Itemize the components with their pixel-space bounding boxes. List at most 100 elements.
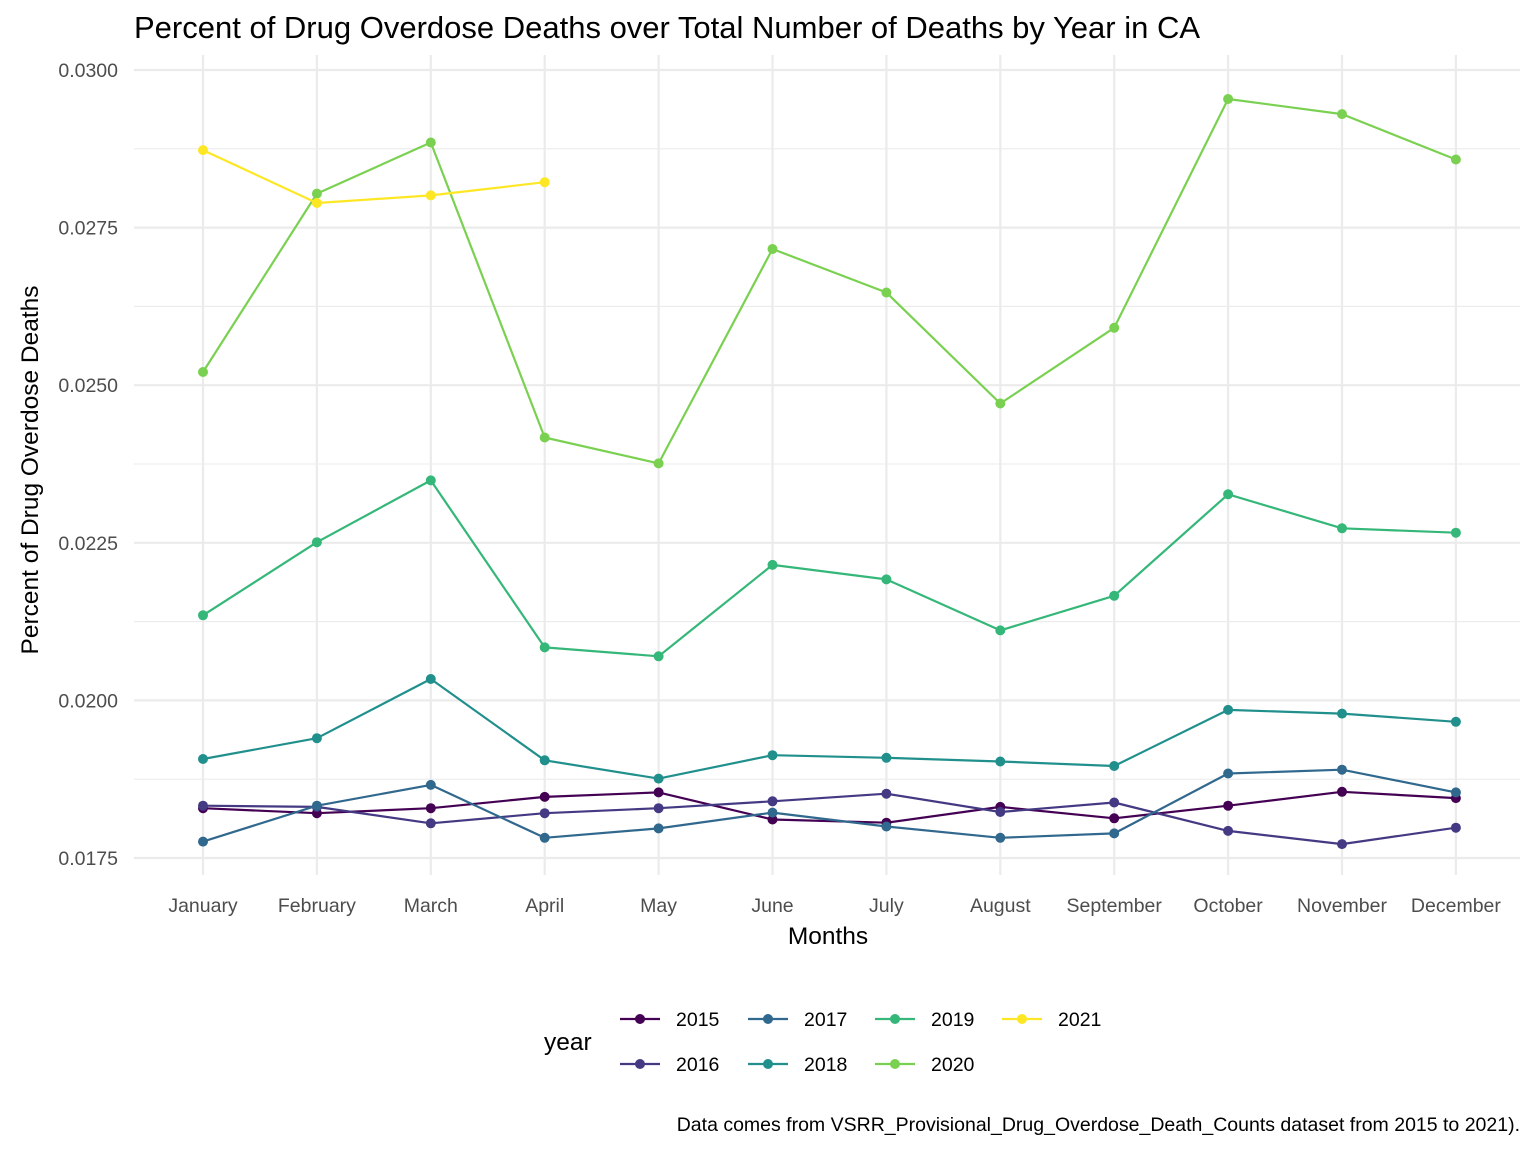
- series-line-2018: [202, 677, 1456, 780]
- legend-item-2015: 2015: [620, 1009, 720, 1031]
- data-point: [539, 755, 550, 766]
- data-point: [425, 674, 436, 684]
- data-point: [1109, 813, 1120, 824]
- legend-key-point: [1017, 1014, 1027, 1024]
- legend-label: 2015: [676, 1009, 720, 1031]
- data-point: [1450, 716, 1461, 727]
- data-point: [539, 177, 550, 188]
- data-point: [995, 832, 1006, 843]
- chart-title: Percent of Drug Overdose Deaths over Tot…: [134, 10, 1201, 45]
- data-point: [653, 787, 664, 798]
- data-point: [539, 642, 550, 653]
- data-point: [539, 432, 550, 443]
- legend-item-2017: 2017: [748, 1009, 847, 1031]
- legend-key-point: [635, 1014, 645, 1024]
- series-2015: [198, 786, 1461, 828]
- data-point: [1109, 797, 1120, 808]
- data-point: [425, 190, 436, 201]
- data-point: [767, 796, 778, 807]
- data-point: [1223, 94, 1234, 104]
- legend-label: 2019: [931, 1009, 974, 1031]
- x-tick-label: April: [525, 895, 564, 917]
- data-point: [767, 244, 778, 254]
- y-tick-label: 0.0175: [58, 848, 118, 870]
- x-tick-label: November: [1297, 895, 1387, 917]
- data-point: [881, 752, 892, 763]
- series-line-2020: [202, 97, 1457, 465]
- x-tick-labels: January February March April May June July Augu…: [168, 895, 1501, 917]
- series-2021: [198, 145, 550, 208]
- data-point: [198, 800, 208, 811]
- data-point: [198, 836, 208, 847]
- legend-label: 2017: [804, 1009, 847, 1031]
- data-point: [539, 791, 550, 802]
- data-point: [1109, 761, 1120, 771]
- series-line-2017: [202, 768, 1457, 843]
- data-point: [198, 367, 208, 377]
- y-tick-label: 0.0225: [58, 533, 118, 555]
- data-point: [767, 750, 778, 761]
- legend-key-point: [763, 1059, 773, 1069]
- y-tick-label: 0.0200: [58, 690, 118, 712]
- x-tick-label: March: [404, 895, 458, 917]
- y-tick-label: 0.0300: [58, 60, 118, 82]
- legend-key-point: [890, 1014, 900, 1024]
- x-tick-label: July: [869, 895, 904, 917]
- y-tick-labels: 0.0175 0.0200 0.0225 0.0250 0.0275 0.0300: [58, 60, 118, 870]
- legend-item-2016: 2016: [620, 1054, 719, 1076]
- x-axis-title: Months: [788, 923, 868, 950]
- x-tick-label: December: [1411, 895, 1501, 917]
- series-line-2019: [202, 479, 1456, 658]
- data-point: [1109, 322, 1120, 333]
- data-point: [767, 814, 778, 825]
- data-point: [767, 559, 778, 570]
- legend-label: 2018: [804, 1054, 847, 1076]
- x-tick-label: September: [1067, 895, 1163, 917]
- series-2017: [198, 764, 1461, 847]
- data-point: [1109, 828, 1120, 839]
- y-tick-label: 0.0250: [58, 375, 118, 397]
- data-point: [1223, 825, 1234, 836]
- grid-lines: [134, 55, 1520, 875]
- data-point: [1337, 786, 1347, 797]
- data-point: [995, 756, 1006, 767]
- legend-key-point: [763, 1014, 773, 1024]
- data-point: [1337, 109, 1347, 120]
- data-point: [995, 398, 1006, 409]
- data-point: [881, 287, 892, 298]
- data-point: [1337, 839, 1347, 850]
- data-point: [653, 651, 664, 662]
- data-point: [311, 198, 322, 208]
- data-point: [311, 188, 322, 199]
- legend: year 2015 2016 2017 2018 2019 2020 2021: [544, 1009, 1101, 1076]
- data-point: [425, 779, 436, 790]
- data-point: [881, 788, 892, 799]
- data-point: [1223, 800, 1234, 811]
- series-2020: [198, 94, 1461, 469]
- series-line-2015: [202, 790, 1456, 824]
- data-point: [1337, 523, 1347, 534]
- data-point: [1223, 489, 1234, 500]
- legend-key-point: [890, 1059, 900, 1069]
- data-point: [425, 137, 436, 148]
- data-point: [653, 803, 664, 814]
- data-point: [425, 803, 436, 814]
- y-tick-label: 0.0275: [58, 218, 118, 240]
- legend-label: 2020: [931, 1054, 975, 1076]
- data-point: [425, 475, 436, 486]
- x-tick-label: May: [640, 895, 677, 917]
- data-point: [653, 823, 664, 834]
- data-point: [1450, 787, 1461, 798]
- x-tick-label: October: [1193, 895, 1263, 917]
- data-point: [1337, 764, 1347, 775]
- x-tick-label: January: [168, 895, 238, 917]
- legend-item-2018: 2018: [748, 1054, 847, 1076]
- legend-item-2020: 2020: [875, 1054, 975, 1076]
- x-tick-label: June: [751, 895, 793, 917]
- legend-label: 2016: [676, 1054, 719, 1076]
- data-point: [1223, 704, 1234, 715]
- data-point: [311, 800, 322, 811]
- data-point: [881, 821, 892, 832]
- legend-key-point: [635, 1059, 645, 1069]
